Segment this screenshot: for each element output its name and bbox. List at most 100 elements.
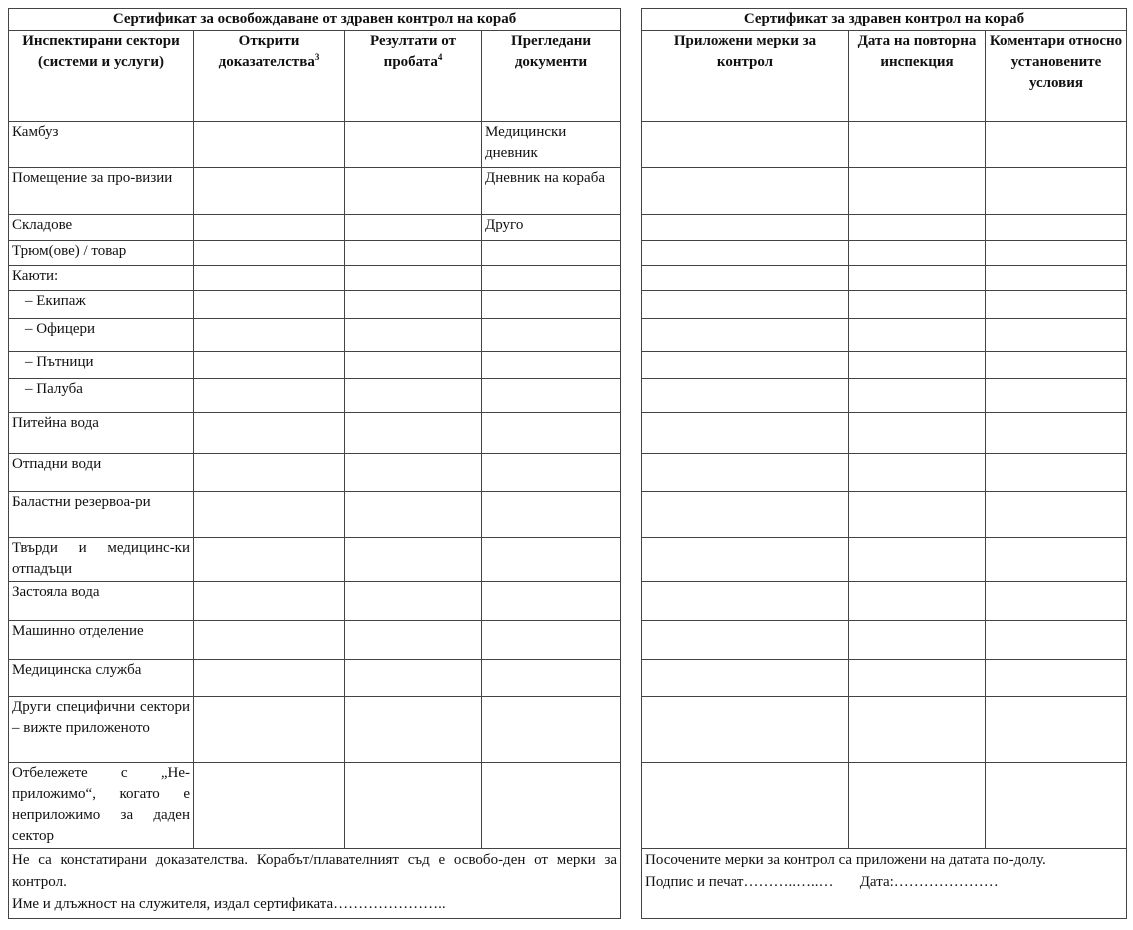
reinspection-date-cell[interactable]: [848, 581, 986, 621]
measures-cell[interactable]: [641, 351, 849, 379]
comments-cell[interactable]: [985, 620, 1127, 660]
results-cell[interactable]: [344, 581, 482, 621]
evidence-cell[interactable]: [193, 762, 345, 849]
comments-cell[interactable]: [985, 581, 1127, 621]
results-cell[interactable]: [344, 214, 482, 241]
measures-cell[interactable]: [641, 581, 849, 621]
evidence-cell[interactable]: [193, 581, 345, 621]
measures-cell[interactable]: [641, 121, 849, 168]
reinspection-date-cell[interactable]: [848, 318, 986, 352]
documents-cell[interactable]: [480, 537, 622, 582]
reinspection-date-cell[interactable]: [848, 491, 986, 538]
reinspection-date-cell[interactable]: [848, 214, 986, 241]
comments-cell[interactable]: [985, 351, 1127, 379]
evidence-cell[interactable]: [193, 240, 345, 266]
evidence-cell[interactable]: [193, 214, 345, 241]
document-item[interactable]: Медицински дневник: [480, 121, 622, 168]
measures-cell[interactable]: [641, 290, 849, 319]
comments-cell[interactable]: [985, 453, 1127, 492]
comments-cell[interactable]: [985, 378, 1127, 413]
comments-cell[interactable]: [985, 537, 1127, 582]
reinspection-date-cell[interactable]: [848, 696, 986, 763]
comments-cell[interactable]: [985, 412, 1127, 454]
documents-cell[interactable]: [480, 696, 622, 763]
results-cell[interactable]: [344, 167, 482, 215]
evidence-cell[interactable]: [193, 121, 345, 168]
documents-cell[interactable]: [480, 620, 622, 660]
measures-cell[interactable]: [641, 696, 849, 763]
comments-cell[interactable]: [985, 214, 1127, 241]
evidence-cell[interactable]: [193, 351, 345, 379]
reinspection-date-cell[interactable]: [848, 537, 986, 582]
document-item[interactable]: Друго: [480, 214, 622, 241]
results-cell[interactable]: [344, 696, 482, 763]
measures-cell[interactable]: [641, 412, 849, 454]
evidence-cell[interactable]: [193, 537, 345, 582]
results-cell[interactable]: [344, 537, 482, 582]
evidence-cell[interactable]: [193, 167, 345, 215]
document-item[interactable]: Дневник на кораба: [480, 167, 622, 215]
comments-cell[interactable]: [985, 659, 1127, 697]
documents-cell[interactable]: [480, 412, 622, 454]
comments-cell[interactable]: [985, 762, 1127, 849]
evidence-cell[interactable]: [193, 620, 345, 660]
reinspection-date-cell[interactable]: [848, 240, 986, 266]
comments-cell[interactable]: [985, 265, 1127, 291]
measures-cell[interactable]: [641, 240, 849, 266]
results-cell[interactable]: [344, 240, 482, 266]
documents-cell[interactable]: [480, 265, 622, 291]
measures-cell[interactable]: [641, 620, 849, 660]
measures-cell[interactable]: [641, 659, 849, 697]
measures-cell[interactable]: [641, 265, 849, 291]
reinspection-date-cell[interactable]: [848, 290, 986, 319]
evidence-cell[interactable]: [193, 453, 345, 492]
comments-cell[interactable]: [985, 318, 1127, 352]
results-cell[interactable]: [344, 491, 482, 538]
results-cell[interactable]: [344, 121, 482, 168]
evidence-cell[interactable]: [193, 696, 345, 763]
measures-cell[interactable]: [641, 318, 849, 352]
evidence-cell[interactable]: [193, 265, 345, 291]
reinspection-date-cell[interactable]: [848, 762, 986, 849]
reinspection-date-cell[interactable]: [848, 659, 986, 697]
evidence-cell[interactable]: [193, 290, 345, 319]
results-cell[interactable]: [344, 620, 482, 660]
evidence-cell[interactable]: [193, 491, 345, 538]
documents-cell[interactable]: [480, 581, 622, 621]
evidence-cell[interactable]: [193, 378, 345, 413]
comments-cell[interactable]: [985, 290, 1127, 319]
measures-cell[interactable]: [641, 378, 849, 413]
measures-cell[interactable]: [641, 167, 849, 215]
results-cell[interactable]: [344, 412, 482, 454]
evidence-cell[interactable]: [193, 659, 345, 697]
comments-cell[interactable]: [985, 121, 1127, 168]
results-cell[interactable]: [344, 290, 482, 319]
results-cell[interactable]: [344, 762, 482, 849]
results-cell[interactable]: [344, 378, 482, 413]
reinspection-date-cell[interactable]: [848, 412, 986, 454]
documents-cell[interactable]: [480, 351, 622, 379]
reinspection-date-cell[interactable]: [848, 620, 986, 660]
results-cell[interactable]: [344, 318, 482, 352]
measures-cell[interactable]: [641, 214, 849, 241]
evidence-cell[interactable]: [193, 412, 345, 454]
reinspection-date-cell[interactable]: [848, 378, 986, 413]
comments-cell[interactable]: [985, 696, 1127, 763]
documents-cell[interactable]: [480, 453, 622, 492]
documents-cell[interactable]: [480, 318, 622, 352]
documents-cell[interactable]: [480, 659, 622, 697]
measures-cell[interactable]: [641, 453, 849, 492]
measures-cell[interactable]: [641, 762, 849, 849]
documents-cell[interactable]: [480, 491, 622, 538]
reinspection-date-cell[interactable]: [848, 265, 986, 291]
evidence-cell[interactable]: [193, 318, 345, 352]
results-cell[interactable]: [344, 453, 482, 492]
comments-cell[interactable]: [985, 491, 1127, 538]
documents-cell[interactable]: [480, 240, 622, 266]
reinspection-date-cell[interactable]: [848, 121, 986, 168]
results-cell[interactable]: [344, 659, 482, 697]
documents-cell[interactable]: [480, 290, 622, 319]
documents-cell[interactable]: [480, 378, 622, 413]
reinspection-date-cell[interactable]: [848, 351, 986, 379]
results-cell[interactable]: [344, 351, 482, 379]
